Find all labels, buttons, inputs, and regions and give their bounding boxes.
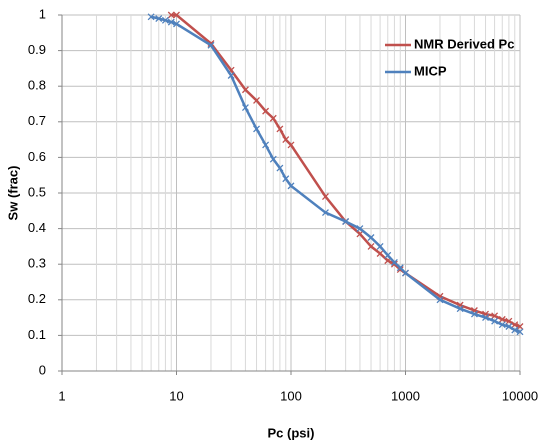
marker: [155, 15, 163, 23]
y-tick-label: 0.7: [28, 113, 46, 128]
marker: [396, 264, 404, 272]
marker: [511, 326, 519, 334]
marker: [342, 218, 350, 225]
marker: [227, 72, 235, 79]
y-tick-label: 0.9: [28, 42, 46, 57]
marker: [498, 321, 506, 329]
marker: [241, 104, 249, 112]
marker: [161, 16, 169, 24]
marker: [482, 314, 489, 322]
y-tick-label: 0.1: [28, 327, 46, 342]
y-tick-label: 1: [39, 6, 46, 21]
marker: [322, 193, 329, 201]
marker: [282, 175, 290, 183]
y-tick-label: 0.8: [28, 78, 46, 93]
marker: [276, 164, 284, 172]
marker: [511, 321, 519, 329]
marker: [241, 86, 249, 94]
marker: [436, 296, 444, 304]
y-tick-label: 0.4: [28, 220, 46, 235]
x-tick-label: 100: [280, 388, 302, 403]
marker: [384, 251, 392, 259]
x-tick-label: 10: [169, 388, 183, 403]
legend-label: MICP: [414, 63, 447, 78]
marker: [505, 317, 513, 325]
marker: [253, 125, 260, 133]
marker: [390, 258, 398, 266]
y-tick-label: 0.5: [28, 184, 46, 199]
marker: [147, 13, 155, 21]
legend-label: NMR Derived Pc: [414, 36, 514, 51]
marker: [376, 250, 384, 257]
marker: [173, 20, 180, 28]
x-tick-label: 1: [58, 388, 65, 403]
marker: [167, 11, 175, 19]
marker: [356, 230, 364, 238]
marker: [516, 323, 524, 330]
marker: [167, 18, 175, 26]
marker: [470, 310, 478, 318]
marker: [402, 269, 409, 277]
marker: [262, 107, 270, 115]
marker: [253, 96, 260, 104]
y-tick-label: 0: [39, 362, 46, 377]
marker: [498, 315, 506, 323]
marker: [356, 225, 364, 233]
marker: [173, 11, 180, 19]
marker: [491, 312, 499, 320]
marker: [367, 242, 375, 250]
marker: [262, 141, 270, 149]
marker: [282, 136, 290, 144]
series-line: [150, 15, 521, 334]
marker: [456, 305, 464, 313]
marker: [367, 234, 375, 241]
marker: [491, 317, 499, 325]
x-axis-label: Pc (psi): [268, 425, 315, 440]
y-axis-label: Sw (frac): [5, 166, 20, 221]
marker: [390, 260, 398, 268]
x-tick-label: 10000: [502, 388, 538, 403]
marker: [287, 182, 295, 190]
marker: [276, 125, 284, 133]
x-tick-label: 1000: [391, 388, 420, 403]
marker: [516, 328, 524, 336]
marker: [207, 41, 215, 49]
marker: [376, 242, 384, 250]
marker: [322, 209, 329, 217]
marker: [505, 323, 513, 330]
marker: [287, 141, 295, 149]
y-tick-label: 0.2: [28, 291, 46, 306]
y-tick-label: 0.3: [28, 256, 46, 271]
marker: [269, 155, 277, 163]
y-tick-label: 0.6: [28, 149, 46, 164]
marker: [269, 114, 277, 122]
